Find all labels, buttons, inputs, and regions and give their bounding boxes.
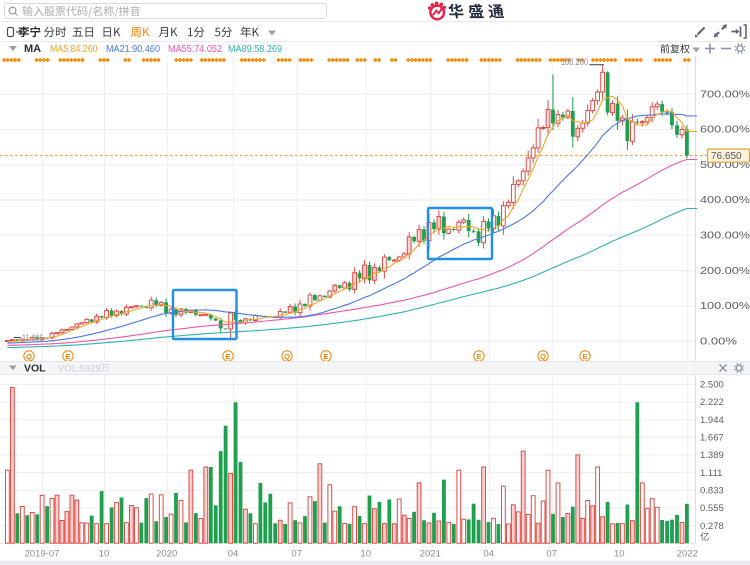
- svg-text:1.944: 1.944: [700, 415, 724, 426]
- svg-text:2022: 2022: [677, 549, 698, 560]
- svg-text:108.200: 108.200: [561, 57, 588, 68]
- svg-text:2019-07: 2019-07: [25, 549, 60, 560]
- svg-text:2021: 2021: [420, 549, 441, 560]
- svg-text:07: 07: [291, 549, 302, 560]
- svg-text:300.00%: 300.00%: [700, 231, 750, 242]
- svg-text:MA: MA: [24, 43, 41, 55]
- svg-text:E: E: [582, 352, 587, 361]
- svg-text:VOL: VOL: [24, 363, 46, 375]
- svg-text:MA5:84.260: MA5:84.260: [50, 44, 98, 55]
- svg-text:2.500: 2.500: [700, 380, 724, 391]
- svg-text:200.00%: 200.00%: [700, 266, 750, 277]
- svg-text:VOL:5929: VOL:5929: [58, 363, 101, 374]
- svg-text:E: E: [65, 352, 70, 361]
- svg-text:1.667: 1.667: [700, 433, 724, 444]
- svg-text:Q: Q: [284, 352, 290, 361]
- svg-text:E: E: [225, 352, 230, 361]
- svg-text:0.278: 0.278: [700, 521, 724, 532]
- svg-text:MA89:58.269: MA89:58.269: [228, 44, 282, 55]
- svg-text:1.111: 1.111: [700, 468, 722, 479]
- svg-text:MA21:90.460: MA21:90.460: [106, 44, 160, 55]
- svg-text:0.833: 0.833: [700, 486, 724, 497]
- svg-text:10: 10: [360, 549, 371, 560]
- svg-text:Q: Q: [540, 352, 546, 361]
- svg-text:700.00%: 700.00%: [700, 89, 750, 100]
- svg-text:10: 10: [614, 549, 625, 560]
- svg-text:0.00%: 0.00%: [700, 336, 737, 347]
- svg-text:500.00%: 500.00%: [700, 160, 750, 171]
- svg-text:11.805: 11.805: [22, 333, 44, 344]
- svg-text:0.555: 0.555: [700, 503, 724, 514]
- svg-text:MA55:74.052: MA55:74.052: [168, 44, 222, 55]
- svg-text:04: 04: [228, 549, 239, 560]
- svg-text:1.389: 1.389: [700, 450, 724, 461]
- svg-text:2020: 2020: [156, 549, 177, 560]
- svg-text:10: 10: [99, 549, 110, 560]
- svg-text:2.222: 2.222: [700, 397, 724, 408]
- svg-text:100.00%: 100.00%: [700, 301, 750, 312]
- svg-text:400.00%: 400.00%: [700, 195, 750, 206]
- svg-text:E: E: [323, 352, 328, 361]
- svg-text:E: E: [476, 352, 481, 361]
- svg-text:600.00%: 600.00%: [700, 125, 750, 136]
- svg-text:76.650: 76.650: [711, 151, 742, 162]
- svg-text:04: 04: [483, 549, 494, 560]
- svg-text:07: 07: [546, 549, 557, 560]
- svg-text:Q: Q: [26, 352, 32, 361]
